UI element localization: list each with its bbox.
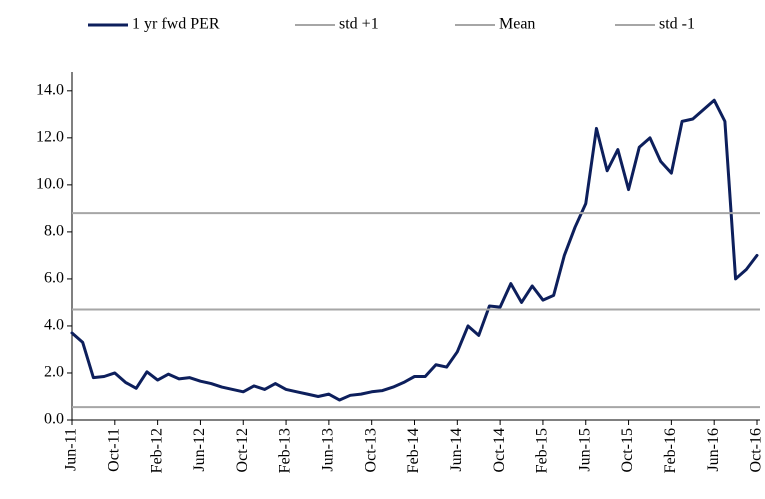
y-tick-label: 2.0 bbox=[44, 364, 64, 381]
series-line bbox=[70, 98, 759, 402]
x-tick-label: Feb-16 bbox=[662, 428, 679, 473]
y-tick-label: 6.0 bbox=[44, 270, 64, 287]
x-tick-label: Oct-15 bbox=[619, 428, 636, 472]
y-tick-label: 0.0 bbox=[44, 411, 64, 428]
legend-label: Mean bbox=[499, 16, 535, 33]
x-tick-label: Jun-16 bbox=[705, 428, 722, 472]
x-tick-label: Jun-12 bbox=[191, 428, 208, 472]
x-tick-label: Jun-15 bbox=[576, 428, 593, 472]
y-tick-label: 4.0 bbox=[44, 317, 64, 334]
x-tick-label: Oct-11 bbox=[105, 428, 122, 472]
legend-label: 1 yr fwd PER bbox=[132, 16, 220, 33]
y-tick-label: 14.0 bbox=[36, 81, 64, 98]
legend-label: std -1 bbox=[659, 16, 695, 33]
x-tick-label: Feb-13 bbox=[277, 428, 294, 473]
x-tick-label: Oct-14 bbox=[491, 428, 508, 472]
y-tick-label: 12.0 bbox=[36, 129, 64, 146]
y-tick-label: 8.0 bbox=[44, 223, 64, 240]
x-tick-label: Oct-13 bbox=[362, 428, 379, 472]
x-tick-label: Jun-11 bbox=[63, 428, 80, 471]
x-tick-label: Oct-12 bbox=[234, 428, 251, 472]
x-tick-label: Jun-14 bbox=[448, 428, 465, 472]
y-tick-label: 10.0 bbox=[36, 176, 64, 193]
x-tick-label: Feb-14 bbox=[405, 428, 422, 473]
x-tick-label: Feb-12 bbox=[148, 428, 165, 473]
legend-label: std +1 bbox=[339, 16, 379, 33]
x-tick-label: Jun-13 bbox=[320, 428, 337, 472]
x-tick-label: Feb-15 bbox=[534, 428, 551, 473]
x-tick-label: Oct-16 bbox=[748, 428, 765, 472]
